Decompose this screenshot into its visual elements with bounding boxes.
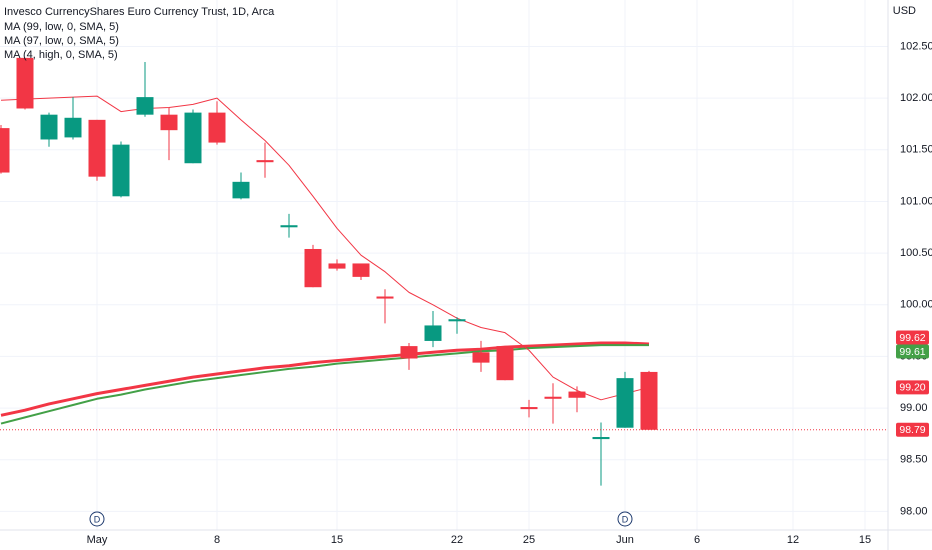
legend-entry: MA (97, low, 0, SMA, 5) xyxy=(4,35,119,47)
x-tick-label: Jun xyxy=(616,534,634,546)
y-tick-label: 102.00 xyxy=(900,92,932,104)
candle-body xyxy=(112,144,130,197)
candle-body xyxy=(592,437,610,440)
event-label: D xyxy=(622,514,629,524)
x-tick-label: 15 xyxy=(331,534,343,546)
candle-body xyxy=(424,325,442,341)
candle-body xyxy=(136,97,154,115)
candle-body xyxy=(88,119,106,177)
candle-body xyxy=(40,114,58,140)
candle-body xyxy=(304,248,322,288)
candle-body xyxy=(160,114,178,131)
price-tag xyxy=(896,422,929,437)
candle-body xyxy=(640,371,658,430)
event-label: D xyxy=(94,514,101,524)
y-tick-label: 101.00 xyxy=(900,195,932,207)
candle-body xyxy=(568,391,586,398)
x-tick-label: 6 xyxy=(694,534,700,546)
legend-entry: MA (4, high, 0, SMA, 5) xyxy=(4,49,118,61)
currency-label: USD xyxy=(893,5,916,17)
candle-body xyxy=(448,319,466,322)
price-tag-label: 99.62 xyxy=(899,332,925,344)
y-tick-label: 101.50 xyxy=(900,144,932,156)
price-tag xyxy=(896,330,929,345)
event-marker xyxy=(617,511,633,527)
candle-body xyxy=(496,346,514,381)
price-tag-label: 99.20 xyxy=(899,382,925,394)
y-tick-label: 98.50 xyxy=(900,454,928,466)
price-tag-label: 99.61 xyxy=(899,346,925,358)
chart-title: Invesco CurrencyShares Euro Currency Tru… xyxy=(4,6,275,18)
price-tag xyxy=(896,344,929,359)
x-tick-label: 12 xyxy=(787,534,799,546)
candle-body xyxy=(184,112,202,164)
y-tick-label: 99.00 xyxy=(900,402,928,414)
candle-body xyxy=(280,225,298,228)
legend-entry: MA (99, low, 0, SMA, 5) xyxy=(4,21,119,33)
candle-body xyxy=(328,263,346,269)
candle-body xyxy=(232,181,250,199)
candle-body xyxy=(520,407,538,410)
candle-body xyxy=(256,160,274,163)
x-tick-label: May xyxy=(87,534,108,546)
y-tick-label: 100.00 xyxy=(900,299,932,311)
ma-line xyxy=(0,344,649,425)
candle-body xyxy=(472,352,490,363)
event-marker xyxy=(89,511,105,527)
candle-body xyxy=(616,378,634,428)
y-tick-label: 102.50 xyxy=(900,40,932,52)
candle-body xyxy=(400,346,418,359)
candle-body xyxy=(0,128,10,173)
ma-line xyxy=(0,341,650,417)
y-tick-label: 98.00 xyxy=(900,505,928,517)
grid xyxy=(0,0,888,530)
candle-body xyxy=(352,263,370,277)
candle-body xyxy=(544,396,562,399)
price-tag-label: 98.79 xyxy=(899,424,925,436)
candle-body xyxy=(16,57,34,109)
candle-body xyxy=(208,112,226,143)
ma-line xyxy=(0,95,650,401)
x-tick-label: 25 xyxy=(523,534,535,546)
x-tick-label: 15 xyxy=(859,534,871,546)
candle-body xyxy=(376,296,394,299)
candle-body xyxy=(64,117,82,138)
y-tick-label: 100.50 xyxy=(900,247,932,259)
x-tick-label: 8 xyxy=(214,534,220,546)
price-tag xyxy=(896,380,929,395)
x-tick-label: 22 xyxy=(451,534,463,546)
